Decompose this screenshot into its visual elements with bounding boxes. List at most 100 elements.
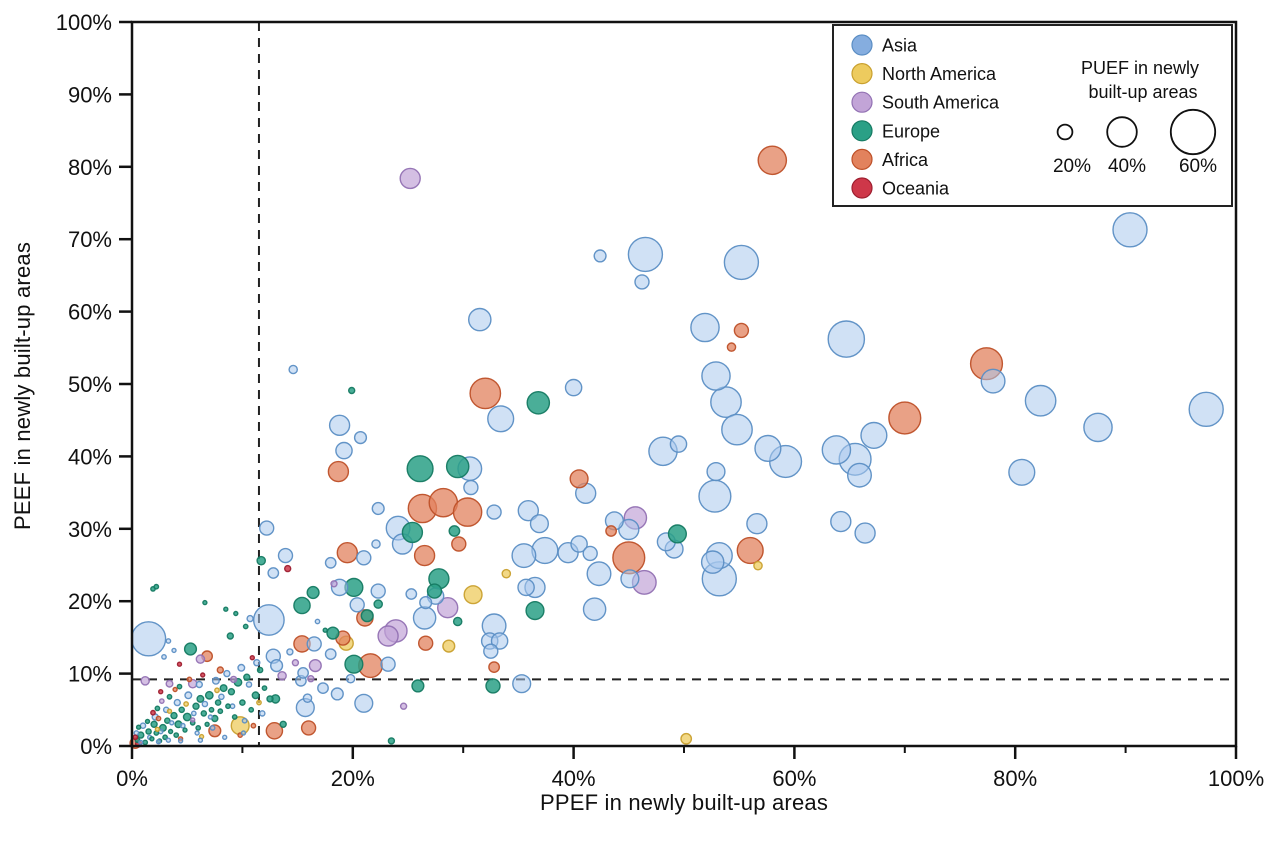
data-bubble-europe: [239, 699, 246, 706]
y-tick-label: 70%: [68, 227, 112, 252]
size-legend-value-20: 20%: [1053, 156, 1091, 177]
data-bubble-south-america: [195, 654, 206, 664]
data-bubble-europe: [306, 585, 320, 600]
data-bubble-asia: [634, 274, 650, 290]
data-bubble-asia: [710, 386, 742, 418]
data-bubble-asia: [370, 583, 386, 599]
data-bubble-europe: [226, 632, 235, 640]
legend-swatch-europe: [851, 120, 873, 142]
data-bubble-asia: [854, 522, 876, 544]
data-bubble-asia: [620, 569, 640, 589]
data-bubble-asia: [201, 700, 209, 708]
data-bubble-europe: [225, 703, 231, 710]
data-bubble-europe: [266, 695, 274, 703]
data-bubble-africa: [605, 525, 617, 537]
data-bubble-africa: [418, 635, 434, 651]
y-tick-label: 10%: [68, 662, 112, 687]
data-bubble-asia: [246, 614, 254, 623]
data-bubble-south-america: [189, 717, 196, 723]
data-bubble-europe: [170, 711, 178, 720]
data-bubble-asia: [130, 621, 167, 657]
y-tick-label: 30%: [68, 517, 112, 542]
data-bubble-asia: [209, 725, 216, 731]
data-bubble-asia: [405, 588, 418, 600]
data-bubble-oceania: [284, 564, 292, 573]
data-bubble-asia: [487, 405, 515, 433]
legend-swatch-north-america: [851, 62, 873, 85]
x-tick-label: 20%: [331, 766, 375, 791]
data-bubble-europe: [219, 684, 228, 693]
data-bubble-oceania: [157, 689, 164, 695]
data-bubble-europe: [227, 688, 236, 696]
data-bubble-europe: [178, 706, 185, 714]
data-bubble-europe: [348, 386, 356, 395]
data-bubble-asia: [618, 518, 640, 541]
data-bubble-europe: [217, 708, 224, 715]
data-bubble-asia: [1008, 458, 1036, 486]
data-bubble-asia: [754, 434, 782, 462]
data-bubble-europe: [202, 599, 208, 606]
data-bubble-asia: [483, 643, 499, 659]
data-bubble-asia: [184, 691, 193, 700]
data-bubble-europe: [452, 616, 463, 627]
data-bubble-asia: [171, 647, 177, 654]
data-bubble-africa: [452, 497, 483, 527]
data-bubble-asia: [723, 244, 760, 281]
data-bubble-asia: [517, 500, 539, 522]
data-bubble-europe: [411, 679, 425, 693]
data-bubble-asia: [1024, 384, 1057, 417]
data-bubble-europe: [426, 583, 443, 599]
data-bubble-asia: [463, 479, 479, 496]
data-bubble-asia: [701, 361, 731, 391]
data-bubble-europe: [192, 702, 200, 710]
data-bubble-asia: [286, 648, 294, 656]
legend-label-north-america: North America: [882, 64, 997, 84]
data-bubble-europe: [344, 654, 364, 674]
size-legend-circle-20: [1056, 123, 1074, 141]
y-tick-label: 90%: [68, 82, 112, 107]
legend-label-oceania: Oceania: [882, 179, 950, 199]
data-bubble-asia: [356, 550, 372, 566]
data-bubble-africa: [569, 469, 589, 489]
data-bubble-asia: [1112, 212, 1148, 248]
data-bubble-europe: [326, 626, 340, 640]
data-bubble-europe: [166, 693, 173, 700]
legend-box: [832, 24, 1233, 207]
data-bubble-asia: [980, 368, 1006, 394]
data-bubble-europe: [261, 685, 268, 691]
data-bubble-asia: [669, 435, 688, 453]
data-bubble-asia: [270, 658, 284, 673]
data-bubble-europe: [322, 627, 328, 633]
data-bubble-europe: [150, 720, 158, 728]
data-bubble-asia: [165, 737, 172, 743]
data-bubble-asia: [1083, 412, 1113, 443]
data-bubble-asia: [380, 656, 396, 672]
legend-swatch-africa: [851, 148, 873, 170]
data-bubble-europe: [401, 521, 424, 544]
data-bubble-africa: [172, 686, 178, 693]
data-bubble-europe: [256, 555, 267, 566]
data-bubble-asia: [490, 632, 509, 650]
data-bubble-asia: [593, 249, 607, 263]
data-bubble-asia: [324, 648, 337, 660]
size-legend-circle-60: [1169, 108, 1217, 156]
data-bubble-asia: [512, 674, 532, 694]
data-bubble-oceania: [132, 734, 139, 741]
data-bubble-asia: [314, 618, 321, 625]
data-bubble-asia: [138, 739, 144, 746]
data-bubble-asia: [328, 414, 351, 436]
data-bubble-asia: [706, 462, 726, 482]
data-bubble-asia: [306, 636, 322, 652]
data-bubble-africa: [155, 715, 162, 722]
data-bubble-south-america: [229, 675, 238, 684]
data-bubble-asia: [335, 441, 353, 460]
data-bubble-asia: [229, 703, 236, 710]
y-tick-label: 60%: [68, 300, 112, 325]
data-bubble-asia: [827, 320, 866, 358]
data-bubble-africa: [413, 544, 436, 567]
data-bubble-asia: [746, 513, 768, 535]
data-bubble-south-america: [165, 679, 174, 688]
data-bubble-europe: [445, 454, 470, 479]
data-bubble-south-america: [437, 597, 459, 619]
